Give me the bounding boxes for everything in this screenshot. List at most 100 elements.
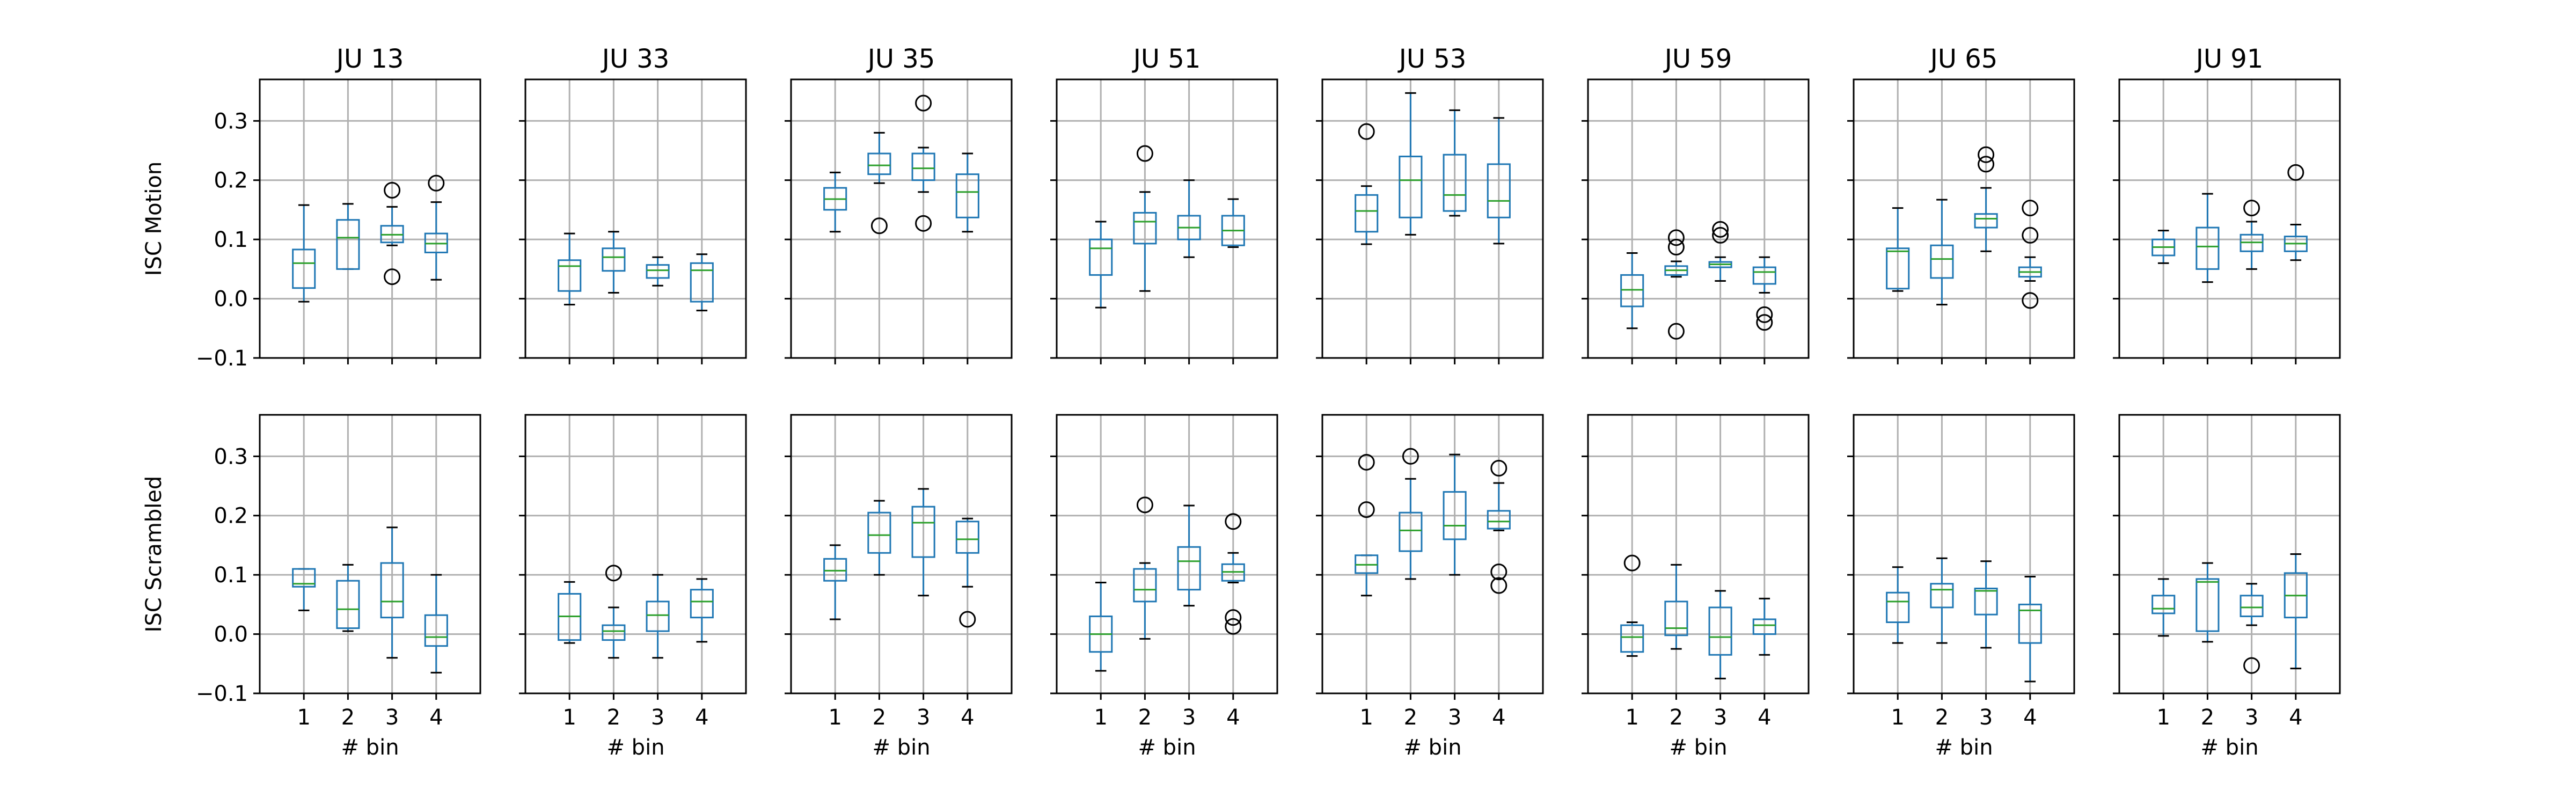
- box-bin-1: [2151, 578, 2176, 637]
- box-iqr: [1443, 153, 1467, 212]
- box-bin-1: [2151, 230, 2176, 264]
- outlier-point: [959, 611, 976, 628]
- outlier-point: [1358, 453, 1375, 471]
- box-bin-3: [646, 256, 670, 287]
- x-tick-label: 2: [1670, 705, 1683, 730]
- outlier-point: [428, 174, 445, 192]
- x-axis-label: # bin: [1403, 735, 1461, 760]
- y-tick-label: 0.1: [214, 563, 248, 588]
- box-iqr: [1708, 606, 1732, 656]
- box-bin-1: [1620, 554, 1644, 657]
- box-iqr: [1399, 156, 1423, 218]
- y-tick-label: −0.1: [196, 682, 248, 706]
- box-bin-2: [336, 203, 360, 270]
- box-iqr: [292, 248, 316, 289]
- box-bin-4: [1752, 256, 1776, 331]
- axes-frame: [2118, 414, 2341, 694]
- outlier-point: [2243, 200, 2260, 217]
- box-bin-3: [911, 94, 935, 232]
- box-iqr: [2151, 595, 2176, 614]
- box-bin-4: [690, 253, 714, 312]
- box-bin-2: [1399, 92, 1423, 236]
- box-iqr: [292, 568, 316, 588]
- box-iqr: [955, 173, 979, 218]
- box-bin-3: [1974, 146, 1998, 252]
- box-iqr: [336, 219, 360, 270]
- x-tick-label: 2: [607, 705, 620, 730]
- x-tick-label: 3: [651, 705, 664, 730]
- outlier-point: [1712, 226, 1729, 244]
- outlier-point: [384, 181, 401, 199]
- x-tick-label: 1: [1891, 705, 1904, 730]
- box-iqr: [1133, 211, 1157, 245]
- outlier-point: [1225, 513, 1242, 530]
- box-bin-3: [2240, 583, 2264, 674]
- outlier-point: [1978, 156, 1995, 173]
- axes-frame: [1056, 414, 1278, 694]
- box-iqr: [690, 589, 714, 619]
- panel-ju-13: −0.1 0.0 0.1 0.2 0.3 JU 13: [196, 44, 481, 371]
- panel-ju-59: 1 2 3 4 # bin: [1582, 414, 1810, 760]
- outlier-point: [1978, 146, 1995, 163]
- box-bin-4: [424, 574, 448, 674]
- panel-title: JU 35: [866, 44, 935, 74]
- panel-ju-53: JU 53: [1316, 44, 1544, 364]
- box-bin-4: [2284, 553, 2308, 670]
- box-iqr: [1399, 511, 1423, 552]
- box-iqr: [646, 601, 670, 632]
- box-iqr: [823, 558, 847, 582]
- box-bin-1: [558, 581, 582, 644]
- box-bin-1: [292, 568, 316, 611]
- box-bin-2: [867, 131, 891, 235]
- x-tick-label: 2: [2201, 705, 2214, 730]
- x-axis-label: # bin: [872, 735, 930, 760]
- box-iqr: [424, 614, 448, 647]
- box-iqr: [1886, 247, 1910, 290]
- outlier-point: [1756, 306, 1773, 323]
- x-tick-label: 4: [2289, 705, 2302, 730]
- outlier-point: [1756, 314, 1773, 331]
- box-iqr: [2196, 578, 2220, 632]
- x-tick-label: 2: [873, 705, 886, 730]
- box-iqr: [1355, 194, 1379, 233]
- panel-ju-59: JU 59: [1582, 44, 1810, 364]
- x-tick-label: 4: [1226, 705, 1240, 730]
- box-bin-4: [1487, 459, 1511, 594]
- box-bin-2: [1664, 229, 1688, 340]
- x-tick-label: 4: [2023, 705, 2037, 730]
- box-bin-4: [1487, 117, 1511, 245]
- box-iqr: [911, 152, 935, 181]
- outlier-point: [915, 94, 932, 112]
- x-tick-label: 3: [385, 705, 399, 730]
- box-bin-3: [380, 526, 404, 659]
- box-iqr: [867, 152, 891, 175]
- outlier-point: [1136, 145, 1153, 162]
- outlier-point: [2022, 226, 2039, 244]
- box-iqr: [336, 580, 360, 630]
- axes-frame: [1587, 414, 1810, 694]
- outlier-point: [1490, 459, 1507, 477]
- box-bin-2: [602, 565, 626, 659]
- outlier-point: [1623, 554, 1641, 572]
- x-tick-label: 1: [297, 705, 310, 730]
- panel-ju-33: 1 2 3 4 # bin: [519, 414, 747, 760]
- outlier-point: [605, 565, 622, 582]
- box-bin-1: [1355, 453, 1379, 597]
- axes-frame: [790, 78, 1013, 359]
- x-tick-label: 3: [917, 705, 930, 730]
- axes-frame: [1587, 78, 1810, 359]
- outlier-point: [1225, 618, 1242, 635]
- box-bin-2: [1930, 199, 1954, 306]
- box-bin-1: [1355, 123, 1379, 245]
- x-tick-label: 4: [961, 705, 974, 730]
- box-bin-2: [602, 231, 626, 294]
- box-iqr: [1487, 163, 1511, 218]
- box-bin-1: [1089, 582, 1113, 672]
- box-bin-1: [1620, 252, 1644, 330]
- box-iqr: [1089, 238, 1113, 276]
- outlier-point: [2243, 657, 2260, 674]
- box-bin-2: [1399, 448, 1423, 580]
- outlier-point: [2287, 164, 2304, 181]
- box-bin-1: [823, 171, 847, 233]
- axes-frame: [1853, 414, 2075, 694]
